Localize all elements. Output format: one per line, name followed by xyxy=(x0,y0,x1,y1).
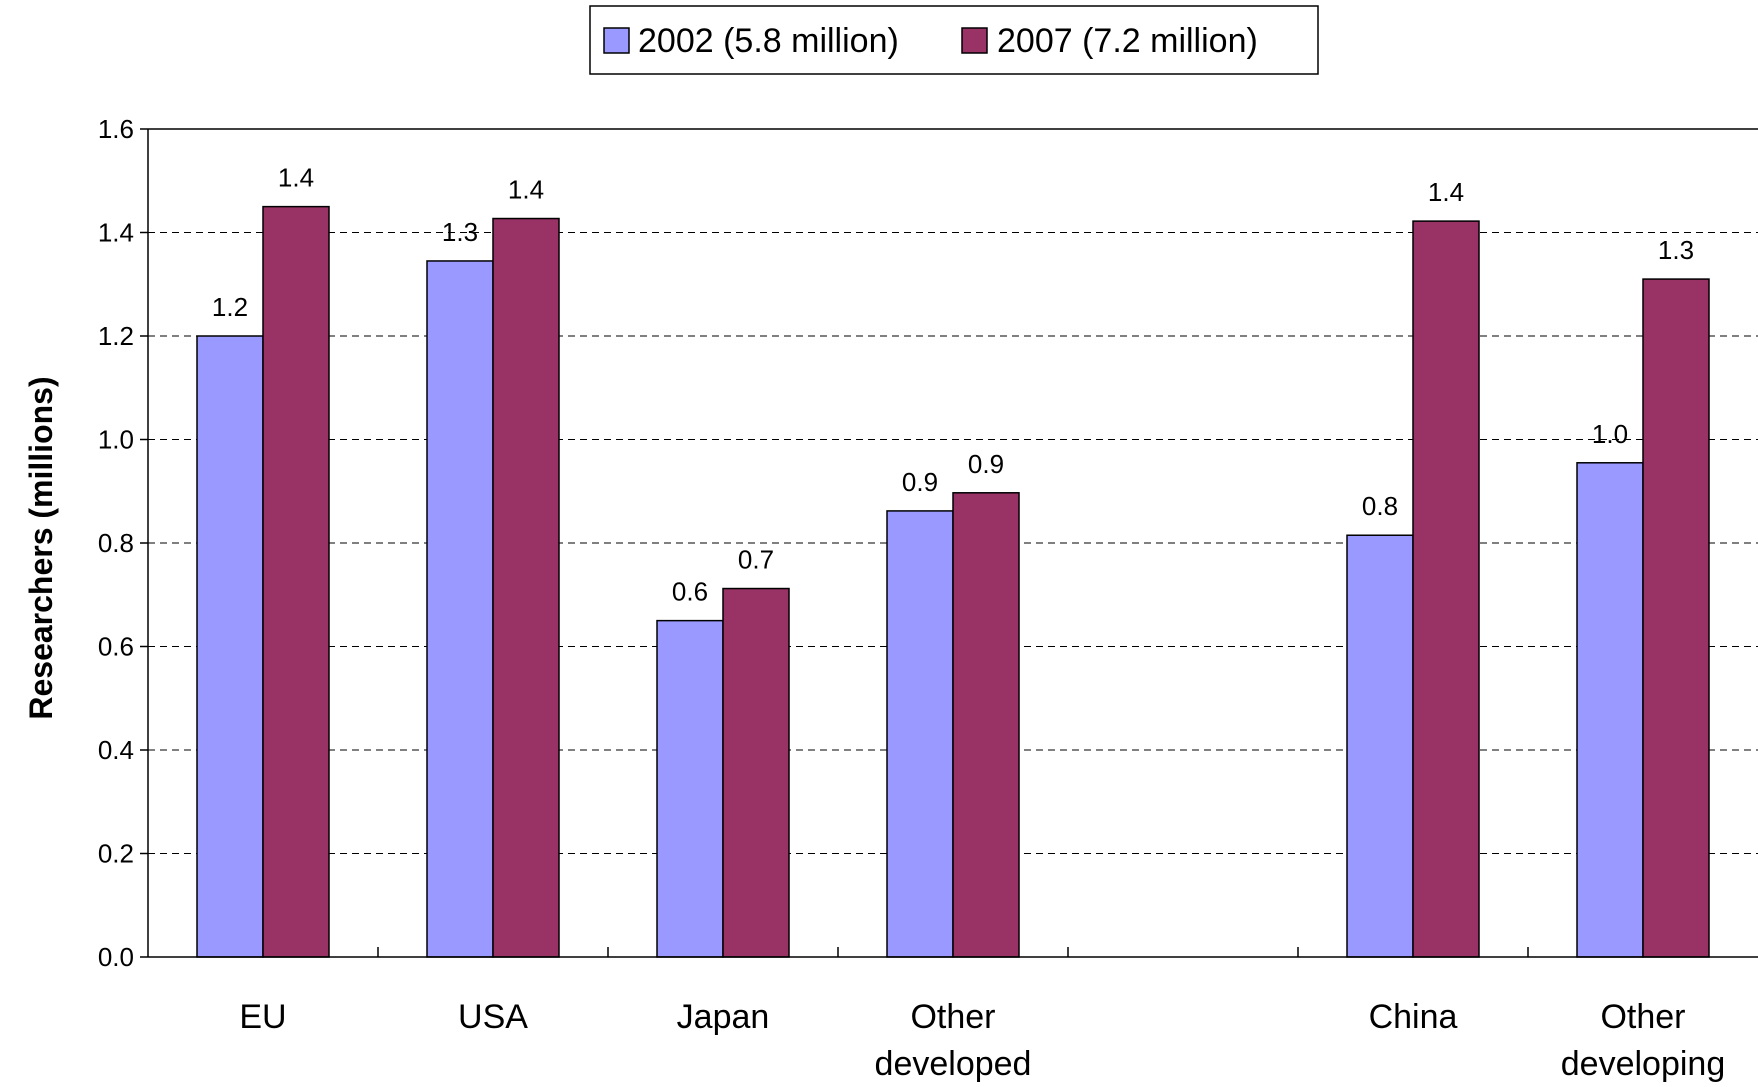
bar-2002 xyxy=(426,260,494,958)
x-category-label-line2: developed xyxy=(875,1045,1032,1083)
data-label: 1.2 xyxy=(212,292,248,322)
bar-2002 xyxy=(886,510,954,958)
data-label: 1.4 xyxy=(1428,177,1464,207)
y-tick-label: 1.4 xyxy=(98,218,134,248)
bar-2007 xyxy=(722,587,790,958)
data-label: 0.9 xyxy=(968,449,1004,479)
bar-2002 xyxy=(656,619,724,958)
x-axis: EU USA Japan Other developed China Other develo… xyxy=(148,947,1758,1083)
y-tick-label: 0.2 xyxy=(98,839,134,869)
bar-2007 xyxy=(1412,220,1480,958)
bar-2002 xyxy=(1346,534,1414,958)
data-label: 1.3 xyxy=(442,217,478,247)
data-label: 1.4 xyxy=(278,163,314,193)
bar-2007 xyxy=(1642,278,1710,958)
y-tick-label: 0.0 xyxy=(98,942,134,972)
legend-label-2007: 2007 (7.2 million) xyxy=(997,22,1258,60)
y-tick-label: 1.6 xyxy=(98,114,134,144)
x-category-label: EU xyxy=(239,998,286,1036)
legend-label-2002: 2002 (5.8 million) xyxy=(638,22,899,60)
y-tick-label: 0.8 xyxy=(98,528,134,558)
data-label: 0.8 xyxy=(1362,491,1398,521)
y-tick-label: 1.2 xyxy=(98,321,134,351)
bar-2002 xyxy=(196,335,264,958)
legend-swatch-2002 xyxy=(603,27,630,54)
data-label: 1.4 xyxy=(508,175,544,205)
legend: 2002 (5.8 million) 2007 (7.2 million) xyxy=(589,5,1319,75)
bars: 1.2 1.4 1.3 1.4 0.6 0.7 0.9 0.9 0.8 1.4 1.0 1.3 xyxy=(196,163,1710,958)
x-category-label: USA xyxy=(458,998,528,1036)
legend-box xyxy=(589,5,1319,75)
y-tick-label: 0.4 xyxy=(98,735,134,765)
bar-2002 xyxy=(1576,462,1644,958)
x-category-label-line2: developing xyxy=(1561,1045,1725,1083)
y-axis-title: Researchers (millions) xyxy=(23,376,59,719)
legend-swatch-2007 xyxy=(961,27,988,54)
data-label: 1.0 xyxy=(1592,419,1628,449)
data-label: 0.7 xyxy=(738,545,774,575)
bar-2007 xyxy=(492,217,560,958)
bar-2007 xyxy=(952,492,1020,958)
x-category-label: China xyxy=(1369,998,1458,1036)
x-category-label: Other xyxy=(910,998,995,1036)
data-label: 0.9 xyxy=(902,467,938,497)
bar-2007 xyxy=(262,205,330,958)
data-label: 0.6 xyxy=(672,577,708,607)
data-label: 1.3 xyxy=(1658,235,1694,265)
x-category-label: Japan xyxy=(677,998,770,1036)
x-category-label: Other xyxy=(1600,998,1685,1036)
y-axis: 0.0 0.2 0.4 0.6 0.8 1.0 1.2 1.4 1.6 xyxy=(98,114,149,972)
y-tick-label: 1.0 xyxy=(98,425,134,455)
y-tick-label: 0.6 xyxy=(98,632,134,662)
